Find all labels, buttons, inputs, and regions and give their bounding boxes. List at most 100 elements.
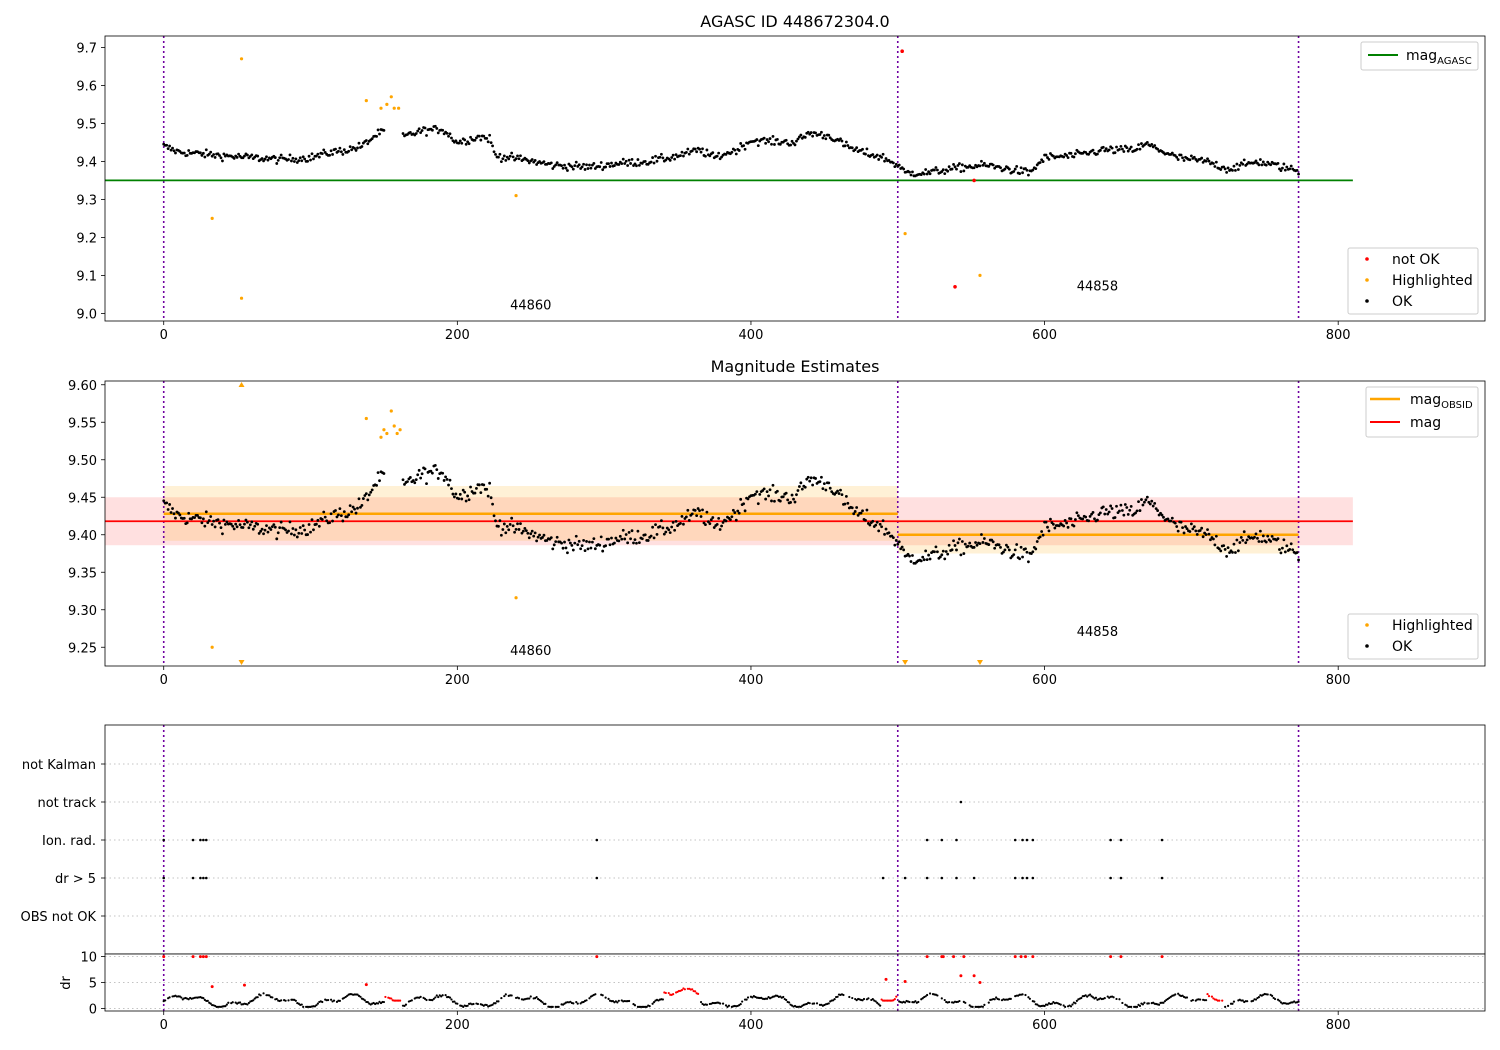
ok-point — [473, 491, 477, 495]
ok-point — [1019, 166, 1023, 170]
ok-point — [679, 154, 682, 158]
dr-point — [1207, 995, 1211, 998]
ok-point — [768, 137, 772, 140]
dr-point — [1071, 1003, 1074, 1006]
dr-point — [1130, 1005, 1133, 1008]
ok-point — [737, 149, 741, 152]
ok-point — [999, 545, 1002, 549]
ok-point — [811, 483, 815, 487]
ok-point — [1138, 147, 1142, 151]
ok-point — [507, 528, 511, 532]
dr-point — [382, 1000, 386, 1004]
flag-point — [955, 876, 958, 880]
x-tick-label: 400 — [739, 328, 764, 343]
ok-point — [686, 147, 690, 151]
highlighted-point — [978, 273, 982, 277]
ok-point — [278, 156, 282, 160]
ok-point — [517, 157, 521, 161]
dr-point — [1251, 999, 1255, 1002]
flag-point — [204, 838, 208, 842]
ok-point — [1084, 515, 1088, 519]
ok-point — [1120, 147, 1124, 151]
ok-point — [511, 155, 515, 159]
dr-point — [1046, 1003, 1049, 1006]
dr-point — [528, 997, 531, 1000]
ok-point — [315, 522, 318, 526]
ok-point — [893, 165, 897, 169]
ok-point — [216, 518, 220, 522]
ok-point — [1125, 146, 1129, 150]
ok-point — [1235, 538, 1239, 542]
ok-point — [919, 173, 923, 177]
ok-point — [864, 152, 867, 156]
ok-point — [767, 494, 770, 498]
ok-point — [529, 532, 533, 536]
dr-point — [851, 996, 854, 1000]
ok-point — [463, 138, 467, 142]
ok-point — [943, 172, 947, 176]
ok-point — [429, 469, 433, 473]
ok-point — [328, 521, 332, 525]
out-of-range-marker — [902, 660, 909, 665]
ok-point — [764, 497, 768, 501]
ok-point — [620, 537, 624, 541]
ok-point — [1189, 154, 1193, 158]
ok-point — [1222, 165, 1226, 169]
ok-point — [721, 521, 725, 524]
ok-point — [510, 516, 514, 520]
ok-point — [315, 154, 318, 158]
dr-point — [805, 1002, 808, 1006]
ok-point — [938, 555, 942, 559]
ok-point — [850, 506, 854, 510]
ok-point — [1189, 522, 1193, 526]
ok-point — [411, 479, 415, 482]
dr-point — [745, 998, 748, 1001]
ok-point — [991, 540, 995, 544]
dr-point — [557, 1005, 560, 1008]
ok-point — [1207, 532, 1211, 536]
ok-point — [447, 134, 450, 138]
ok-point — [207, 152, 211, 156]
dr-point — [1059, 1003, 1062, 1006]
ok-point — [680, 150, 684, 154]
dr-point — [1115, 997, 1118, 1001]
ok-point — [770, 142, 773, 146]
ok-point — [896, 542, 900, 546]
ok-point — [664, 158, 668, 162]
ok-point — [972, 166, 976, 170]
ok-point — [711, 151, 715, 155]
ok-point — [1231, 551, 1234, 554]
ok-point — [294, 157, 298, 161]
dr-point — [366, 1001, 369, 1004]
ok-point — [1260, 163, 1264, 167]
ok-point — [624, 159, 628, 163]
ok-point — [499, 160, 503, 164]
ok-point — [693, 508, 697, 512]
ok-point — [419, 476, 423, 480]
ok-point — [1051, 522, 1055, 526]
ok-point — [482, 134, 486, 138]
ok-point — [210, 523, 214, 526]
ok-point — [551, 167, 555, 170]
out-of-range-marker — [976, 660, 983, 665]
legend-mag: magOBSID mag — [1365, 386, 1479, 438]
ok-point — [307, 154, 311, 158]
dr-point — [672, 993, 675, 996]
ok-point — [213, 156, 217, 159]
ok-point — [1213, 165, 1217, 168]
ok-point — [743, 509, 747, 513]
ok-point — [755, 138, 759, 141]
ok-point — [1103, 149, 1107, 153]
ok-point — [1297, 172, 1300, 176]
flag-label: not Kalman — [22, 758, 96, 773]
ok-point — [626, 164, 630, 167]
ok-point — [875, 520, 879, 524]
dr-point — [432, 997, 435, 1000]
ok-point — [1003, 548, 1007, 552]
obsid-label: 44860 — [510, 299, 551, 314]
dr-point — [1062, 1004, 1065, 1007]
ok-point — [502, 154, 506, 158]
ok-point — [690, 512, 694, 516]
ok-point — [1258, 158, 1262, 161]
ok-point — [376, 128, 380, 132]
